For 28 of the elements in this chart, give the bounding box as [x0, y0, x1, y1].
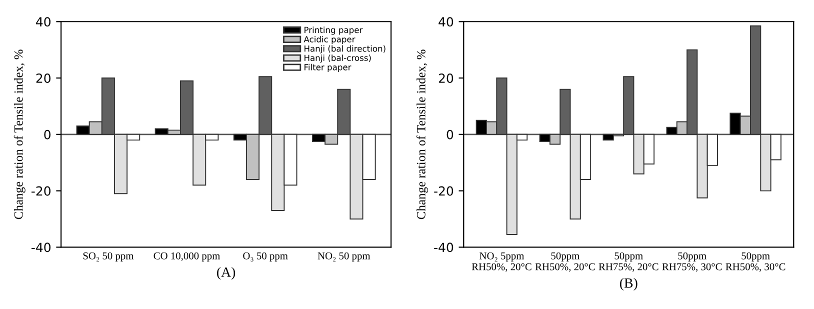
- x-tick-label: 50ppm RH75%, 30°C: [662, 252, 722, 272]
- y-tick-label: -40: [434, 242, 454, 252]
- x-tick-label: 50ppm RH50%, 20°C: [535, 252, 595, 272]
- x-tick-label: NO₂ 50 ppm: [318, 252, 370, 262]
- x-tick-label: CO 10,000 ppm: [154, 252, 220, 262]
- y-tick-label: -20: [434, 186, 454, 196]
- x-axis-title: (A): [217, 267, 236, 280]
- y-tick-label: -40: [32, 242, 50, 252]
- y-tick-label: 40: [438, 17, 454, 27]
- y-tick-label: 40: [36, 17, 50, 27]
- legend-label: Hanji (bal direction): [304, 45, 386, 54]
- legend-label: Hanji (bal-cross): [304, 54, 371, 63]
- y-axis-title: Change ration of Tensile index, %: [14, 50, 26, 220]
- y-axis-title: Change ration of Tensile index, %: [416, 50, 428, 220]
- x-axis-title: (B): [620, 278, 638, 291]
- y-tick-label: 20: [36, 73, 50, 83]
- x-tick-label: 50ppm RH50%, 30°C: [726, 252, 786, 272]
- x-tick-label: NO₂ 5ppm RH50%, 20°C: [472, 252, 532, 272]
- y-tick-label: 0: [44, 130, 50, 140]
- x-tick-label: SO₂ 50 ppm: [83, 252, 134, 262]
- x-tick-label: 50ppm RH75%, 20°C: [598, 252, 658, 272]
- y-tick-label: 0: [446, 130, 454, 140]
- legend-label: Acidic paper: [304, 36, 356, 44]
- x-tick-label: O₃ 50 ppm: [243, 252, 288, 262]
- legend-label: Printing paper: [304, 26, 363, 35]
- y-tick-label: -20: [32, 186, 50, 196]
- legend-label: Filter paper: [304, 64, 352, 72]
- y-tick-label: 20: [438, 73, 454, 83]
